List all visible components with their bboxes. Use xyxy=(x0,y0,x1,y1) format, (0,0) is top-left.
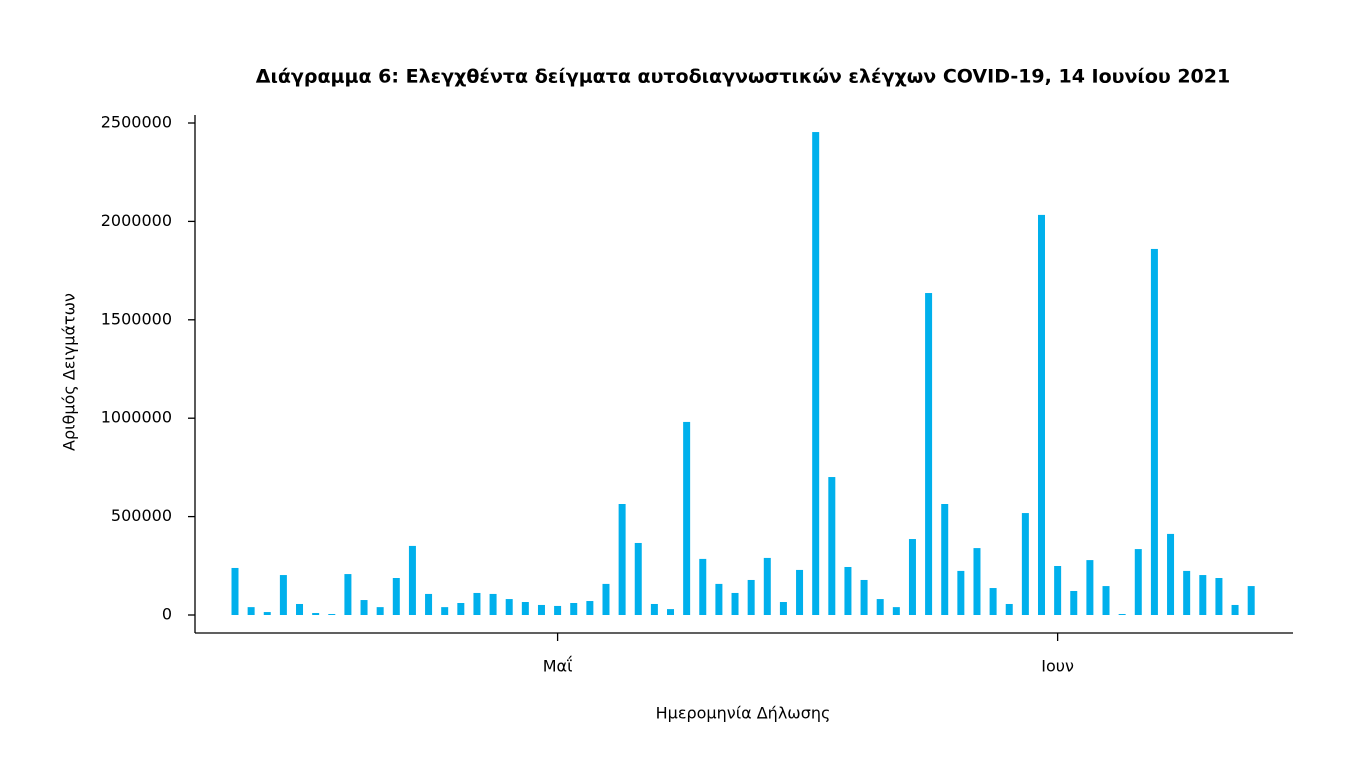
bar xyxy=(828,477,836,615)
bar xyxy=(731,592,739,615)
bar xyxy=(941,504,949,615)
bar xyxy=(1102,586,1110,615)
bar xyxy=(1005,603,1013,615)
y-tick-label: 500000 xyxy=(111,506,172,525)
bar xyxy=(1150,248,1158,615)
bar xyxy=(989,588,997,615)
bar xyxy=(1038,214,1045,616)
bar xyxy=(667,609,675,615)
bar xyxy=(634,542,642,615)
bar xyxy=(312,613,320,615)
bar xyxy=(554,605,562,615)
x-tick-label: Μαΐ xyxy=(543,656,573,676)
y-axis-label: Αριθμός Δειγμάτων xyxy=(60,293,79,451)
bar xyxy=(683,421,691,615)
bar xyxy=(844,566,852,615)
bar xyxy=(1054,565,1062,615)
bar xyxy=(618,504,626,615)
bar xyxy=(489,593,497,615)
bar xyxy=(715,583,723,615)
bar xyxy=(279,575,287,615)
bar xyxy=(1167,533,1175,615)
bar xyxy=(505,599,513,615)
bar xyxy=(892,607,900,615)
bar xyxy=(925,293,933,615)
bar xyxy=(1118,614,1126,615)
bar xyxy=(425,593,433,615)
bar xyxy=(537,604,545,615)
bar xyxy=(1231,604,1239,615)
bar xyxy=(908,539,916,615)
bar xyxy=(1247,586,1255,615)
y-tick-label: 1500000 xyxy=(101,309,172,328)
bar xyxy=(779,602,787,615)
bar xyxy=(263,612,271,615)
y-tick-label: 2500000 xyxy=(101,113,172,132)
bar xyxy=(360,600,368,615)
bar xyxy=(1199,575,1207,615)
bar xyxy=(876,599,884,615)
bar xyxy=(231,567,239,615)
bar xyxy=(457,602,465,615)
bar xyxy=(1134,549,1142,615)
y-tick-label: 2000000 xyxy=(101,211,172,230)
bar xyxy=(650,603,658,615)
y-tick-label: 0 xyxy=(162,605,172,624)
bar xyxy=(699,558,707,615)
bar xyxy=(1215,578,1223,615)
bar xyxy=(247,607,255,615)
bar xyxy=(763,557,771,615)
y-tick-label: 1000000 xyxy=(101,408,172,427)
bar xyxy=(973,548,981,615)
bar xyxy=(521,602,529,615)
bar xyxy=(1086,560,1094,615)
chart-title: Διάγραμμα 6: Ελεγχθέντα δείγματα αυτοδια… xyxy=(256,66,1230,88)
bar xyxy=(812,132,820,615)
x-axis-label: Ημερομηνία Δήλωσης xyxy=(656,704,831,723)
bar xyxy=(392,578,400,615)
bar xyxy=(586,601,594,615)
bar xyxy=(957,570,965,615)
bar xyxy=(796,569,804,615)
bar xyxy=(441,607,449,615)
bar xyxy=(1183,570,1191,615)
bar xyxy=(473,592,481,615)
bar xyxy=(602,583,610,615)
bar xyxy=(376,607,384,615)
bar xyxy=(344,574,352,615)
bar xyxy=(1070,590,1078,615)
bar xyxy=(408,545,416,615)
bar xyxy=(747,579,755,615)
bar xyxy=(570,602,578,615)
bar xyxy=(296,603,304,615)
bar xyxy=(1021,513,1029,615)
bar xyxy=(860,579,868,615)
bar xyxy=(328,614,336,615)
x-tick-label: Ιουν xyxy=(1041,657,1074,676)
